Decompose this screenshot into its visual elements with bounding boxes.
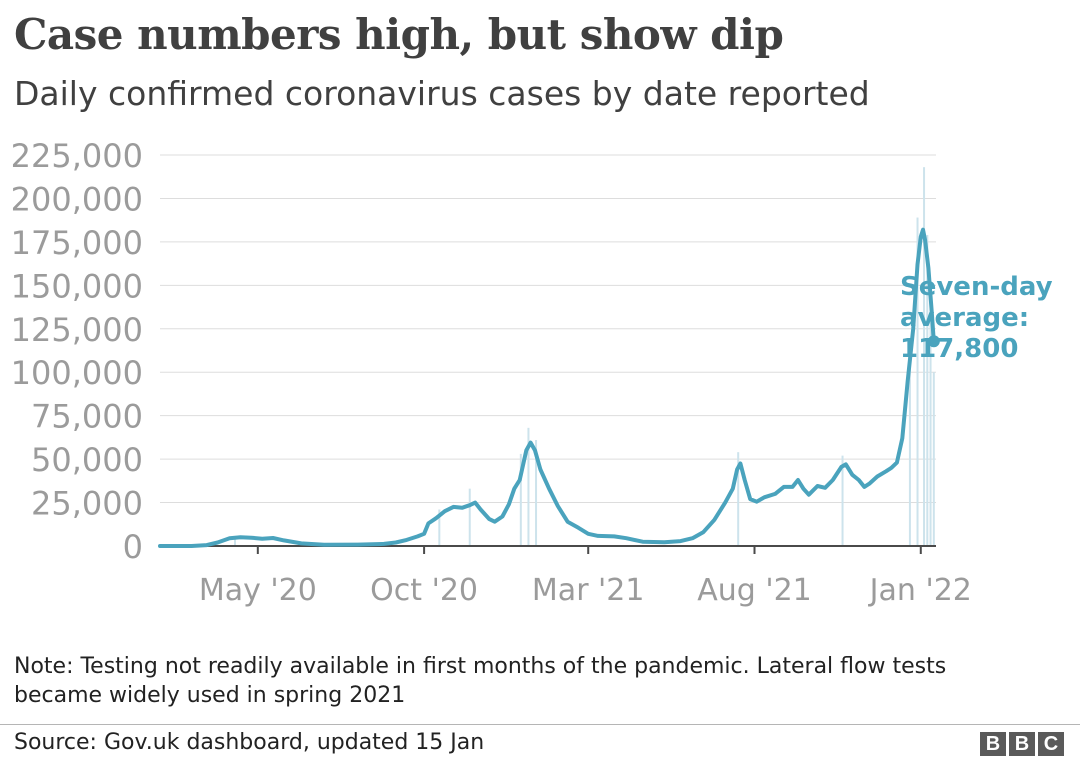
y-tick-label: 75,000: [31, 398, 143, 436]
daily-case-bar: [438, 509, 441, 546]
y-tick-label: 150,000: [11, 267, 143, 305]
daily-case-bar: [535, 439, 538, 546]
y-tick-label: 100,000: [11, 354, 143, 392]
case-chart: 0 25,000 50,000 75,000 100,000 125,000 150,000…: [11, 137, 1053, 608]
y-tick-label: 225,000: [11, 137, 143, 175]
x-tick-label: Oct '20: [370, 573, 478, 608]
gridlines: [160, 154, 936, 504]
x-tick-label: Jan '22: [868, 573, 972, 608]
bbc-logo-letter: C: [1038, 732, 1064, 756]
daily-case-bar: [841, 455, 844, 546]
daily-case-bar: [926, 234, 929, 546]
daily-case-bar: [527, 427, 530, 546]
daily-case-bar: [932, 372, 935, 546]
footer-divider: [0, 724, 1080, 725]
x-tick-label: Aug '21: [697, 573, 812, 608]
annotation-line: Seven-day: [900, 272, 1053, 302]
y-tick-label: 0: [123, 528, 143, 566]
y-tick-label: 125,000: [11, 311, 143, 349]
x-tick-label: May '20: [199, 573, 317, 608]
daily-case-bar: [916, 217, 919, 546]
daily-case-bar: [233, 536, 236, 546]
annotation-line: average:: [900, 303, 1029, 333]
daily-case-bars: [233, 167, 935, 547]
y-axis-tick-labels: 0 25,000 50,000 75,000 100,000 125,000 150,000…: [11, 137, 143, 566]
annotation-line: 117,800: [900, 334, 1018, 364]
daily-case-bar: [923, 167, 926, 547]
y-tick-label: 175,000: [11, 224, 143, 262]
seven-day-average-line: [158, 227, 936, 548]
source-text: Source: Gov.uk dashboard, updated 15 Jan: [14, 730, 485, 755]
daily-case-bar: [929, 299, 932, 546]
bbc-logo-letter: B: [1009, 732, 1035, 756]
chart-title: Case numbers high, but show dip: [14, 10, 784, 59]
x-axis-ticks: May '20 Oct '20 Mar '21 Aug '21 Jan '22: [199, 546, 972, 608]
bbc-logo-letter: B: [980, 732, 1006, 756]
y-tick-label: 50,000: [31, 441, 143, 479]
latest-value-marker: [927, 335, 940, 348]
daily-case-bar: [468, 488, 471, 546]
y-tick-label: 200,000: [11, 180, 143, 218]
x-tick-label: Mar '21: [532, 573, 645, 608]
footnote: Note: Testing not readily available in f…: [14, 654, 947, 708]
daily-case-bar: [908, 363, 911, 546]
daily-case-bar: [737, 452, 740, 546]
chart-subtitle: Daily confirmed coronavirus cases by dat…: [14, 74, 870, 113]
y-tick-label: 25,000: [31, 485, 143, 523]
daily-case-bar: [519, 453, 522, 546]
bbc-logo: B B C: [980, 732, 1064, 756]
